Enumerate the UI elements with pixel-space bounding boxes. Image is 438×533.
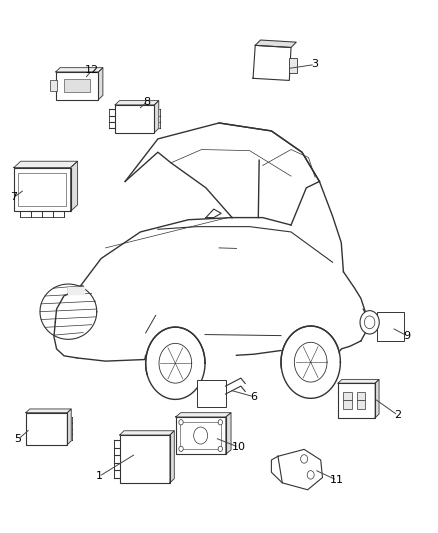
Text: 6: 6	[251, 392, 258, 402]
Bar	[197, 379, 226, 407]
Bar	[14, 167, 71, 211]
Bar	[180, 422, 221, 449]
Polygon shape	[176, 413, 231, 417]
Polygon shape	[253, 45, 291, 80]
Text: 7: 7	[10, 192, 18, 203]
Polygon shape	[154, 101, 159, 133]
Bar	[378, 312, 404, 341]
Polygon shape	[14, 161, 78, 167]
Text: 11: 11	[330, 475, 344, 485]
Circle shape	[179, 446, 183, 451]
Circle shape	[179, 419, 183, 425]
Polygon shape	[71, 161, 78, 211]
Polygon shape	[338, 379, 379, 383]
Bar	[56, 72, 99, 100]
Polygon shape	[278, 449, 322, 490]
Text: 3: 3	[311, 60, 318, 69]
Text: 5: 5	[14, 434, 21, 445]
Circle shape	[218, 446, 223, 451]
Bar	[357, 400, 365, 409]
Polygon shape	[120, 431, 174, 435]
Polygon shape	[26, 409, 71, 413]
Text: 8: 8	[143, 96, 151, 107]
Bar	[64, 79, 90, 92]
Polygon shape	[67, 409, 71, 445]
Bar	[120, 435, 170, 483]
Circle shape	[364, 316, 375, 329]
Bar	[50, 80, 57, 91]
Text: 2: 2	[395, 410, 402, 421]
Text: 10: 10	[232, 442, 246, 452]
Bar	[343, 392, 352, 400]
Circle shape	[360, 311, 379, 334]
Polygon shape	[226, 413, 231, 454]
Bar	[115, 105, 154, 133]
Polygon shape	[56, 68, 103, 72]
Bar	[343, 400, 352, 409]
Circle shape	[307, 471, 314, 479]
Polygon shape	[375, 379, 379, 418]
Text: 9: 9	[403, 330, 410, 341]
Bar	[338, 383, 375, 418]
Bar	[18, 173, 66, 206]
Polygon shape	[115, 101, 159, 105]
Bar	[176, 417, 226, 454]
Bar	[357, 392, 365, 400]
Bar	[289, 58, 297, 73]
Text: 1: 1	[95, 472, 102, 481]
Circle shape	[194, 427, 208, 444]
Polygon shape	[99, 68, 103, 100]
Circle shape	[218, 419, 223, 425]
Circle shape	[300, 455, 307, 463]
Text: 12: 12	[85, 65, 99, 75]
Bar	[26, 413, 67, 445]
Polygon shape	[170, 431, 174, 483]
Polygon shape	[255, 40, 296, 47]
